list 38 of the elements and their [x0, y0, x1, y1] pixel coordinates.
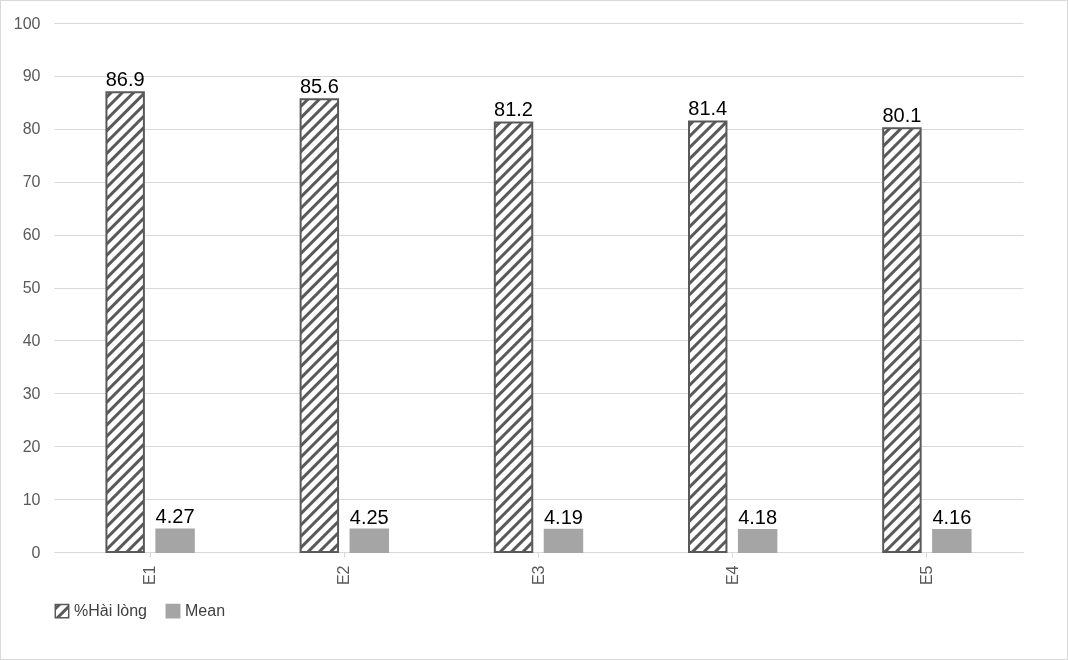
y-tick-label: 50 — [22, 279, 41, 296]
data-label: 81.2 — [494, 98, 533, 121]
y-tick-label: 10 — [22, 490, 41, 508]
x-tick-label: E5 — [917, 565, 935, 586]
y-tick-label: 60 — [22, 226, 41, 244]
bar — [737, 528, 778, 553]
data-label: 85.6 — [299, 75, 339, 98]
bar — [543, 528, 584, 553]
legend-label: %Hài lòng — [74, 602, 147, 620]
y-tick-label: 100 — [13, 14, 41, 32]
data-label: 86.9 — [105, 68, 145, 91]
y-tick-label: 80 — [22, 120, 41, 138]
y-tick-label: 90 — [22, 67, 41, 85]
y-tick-label: 70 — [22, 173, 41, 191]
y-tick-label: 20 — [22, 437, 41, 455]
data-label: 4.25 — [349, 505, 389, 528]
bar — [882, 127, 922, 553]
x-tick-label: E4 — [723, 565, 741, 586]
bar — [105, 91, 145, 553]
bar — [349, 528, 389, 553]
data-label: 4.19 — [544, 505, 583, 528]
bar — [155, 528, 195, 553]
data-label: 4.18 — [738, 505, 778, 528]
x-tick-label: E1 — [141, 565, 159, 586]
data-label: 81.4 — [688, 97, 728, 120]
y-tick-label: 0 — [31, 543, 41, 561]
bar — [493, 121, 534, 553]
bar — [299, 98, 340, 553]
x-tick-label: E2 — [335, 565, 353, 586]
y-tick-label: 40 — [22, 331, 41, 349]
bar — [688, 120, 728, 553]
legend-label: Mean — [185, 602, 226, 620]
y-tick-label: 30 — [22, 384, 41, 402]
data-label: 4.27 — [155, 505, 195, 528]
x-tick-label: E3 — [529, 565, 547, 586]
bar — [932, 528, 972, 553]
data-label: 4.16 — [932, 505, 972, 528]
data-label: 80.1 — [882, 104, 922, 127]
